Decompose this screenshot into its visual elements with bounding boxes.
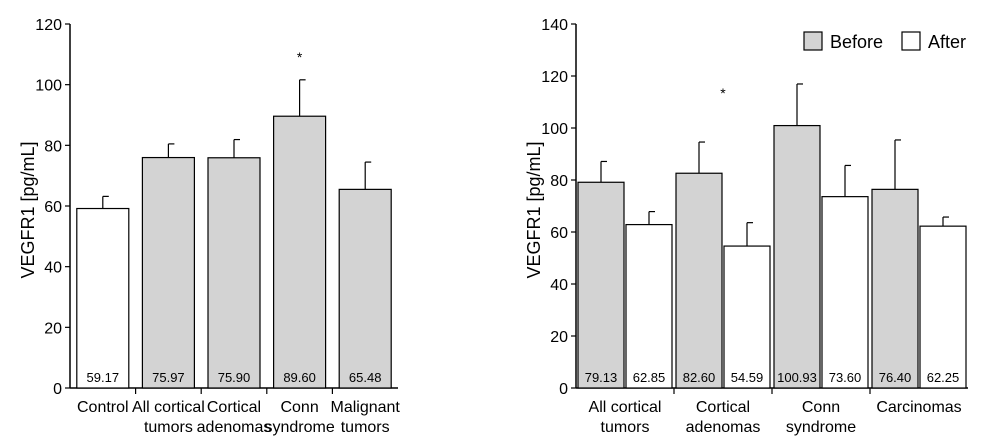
x-category-label: tumors [601, 419, 650, 436]
bar-before [675, 172, 723, 389]
x-category-label: adenomas [686, 419, 761, 436]
x-category-label: All cortical [589, 399, 662, 416]
bar-after [723, 245, 771, 389]
y-tick-label-left: 40 [44, 260, 62, 277]
y-tick-label-right: 0 [559, 381, 568, 398]
bar [338, 188, 392, 389]
x-category-label: Malignant [331, 399, 401, 416]
y-tick-label-right: 140 [541, 17, 568, 34]
bar [207, 157, 261, 389]
legend-label: After [928, 32, 966, 52]
bar-value-label: 75.97 [152, 370, 185, 385]
y-axis-label-right: VEGFR1 [pg/mL] [524, 141, 544, 278]
bar-after [625, 223, 673, 389]
y-tick-label-right: 80 [550, 173, 568, 190]
x-category-label: Conn [802, 399, 840, 416]
bar-value-label: 73.60 [829, 370, 862, 385]
y-tick-label-left: 120 [35, 17, 62, 34]
bar-value-label: 89.60 [283, 370, 316, 385]
x-category-label: Cortical [207, 399, 261, 416]
x-category-label: syndrome [786, 419, 856, 436]
bar-before [871, 188, 919, 389]
bar-value-label: 62.25 [927, 370, 960, 385]
y-tick-label-right: 40 [550, 277, 568, 294]
bar [76, 207, 130, 389]
x-category-label: tumors [341, 419, 390, 436]
y-tick-label-left: 80 [44, 138, 62, 155]
y-axis-label-left: VEGFR1 [pg/mL] [18, 141, 38, 278]
x-category-label: syndrome [264, 419, 334, 436]
x-category-label: Conn [280, 399, 318, 416]
y-tick-label-right: 120 [541, 69, 568, 86]
bar-value-label: 54.59 [731, 370, 764, 385]
x-category-label: tumors [144, 419, 193, 436]
chart-left: VEGFR1 [pg/mL] 0 20 40 60 80 100 120 59.17 Contr… [18, 17, 400, 436]
bar [273, 115, 327, 389]
x-category-label: Cortical [696, 399, 750, 416]
bar-before [773, 124, 821, 389]
bar-value-label: 100.93 [777, 370, 817, 385]
bar-value-label: 65.48 [349, 370, 382, 385]
y-tick-label-right: 100 [541, 121, 568, 138]
bar-value-label: 59.17 [87, 370, 120, 385]
significance-marker: * [297, 49, 303, 65]
bar-value-label: 76.40 [879, 370, 912, 385]
bar-before [577, 181, 625, 389]
bar-after [821, 196, 869, 389]
y-tick-label-left: 60 [44, 199, 62, 216]
y-tick-label-left: 100 [35, 78, 62, 95]
x-category-label: Carcinomas [876, 399, 961, 416]
bar-value-label: 79.13 [585, 370, 618, 385]
legend-swatch [901, 31, 921, 51]
y-tick-label-left: 20 [44, 320, 62, 337]
x-category-label: All cortical [132, 399, 205, 416]
bar-value-label: 82.60 [683, 370, 716, 385]
y-tick-label-right: 60 [550, 225, 568, 242]
bar-after [919, 225, 967, 389]
legend: Before After [803, 31, 966, 52]
x-category-label: adenomas [197, 419, 272, 436]
bar-value-label: 62.85 [633, 370, 666, 385]
x-category-label: Control [77, 399, 129, 416]
significance-marker: * [720, 85, 726, 101]
y-tick-label-left: 0 [53, 381, 62, 398]
chart-right: VEGFR1 [pg/mL] 0 20 40 60 80 100 120 140 79.13 62… [524, 17, 968, 436]
y-tick-label-right: 20 [550, 329, 568, 346]
legend-swatch [803, 31, 823, 51]
bar-value-label: 75.90 [218, 370, 251, 385]
bar [141, 156, 195, 389]
legend-label: Before [830, 32, 883, 52]
